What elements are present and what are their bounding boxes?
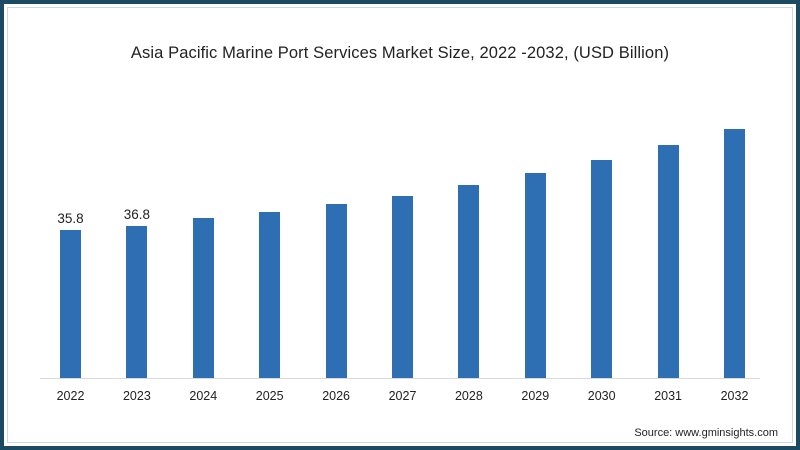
bar-2022 <box>60 230 81 378</box>
bar-2032 <box>724 128 745 378</box>
bar-2026 <box>325 204 347 378</box>
x-tick-2030: 2030 <box>587 389 616 403</box>
bar-2025 <box>259 211 281 378</box>
bar-2030 <box>591 159 613 378</box>
bar-2031 <box>657 145 679 378</box>
x-tick-2023: 2023 <box>122 389 151 403</box>
chart-title: Asia Pacific Marine Port Services Market… <box>130 44 670 62</box>
x-axis-line <box>40 378 760 379</box>
x-tick-2032: 2032 <box>720 389 749 403</box>
x-tick-2027: 2027 <box>388 389 417 403</box>
x-tick-2028: 2028 <box>454 389 483 403</box>
x-tick-2022: 2022 <box>56 389 85 403</box>
bar-2024 <box>192 218 214 378</box>
bar-2023 <box>126 226 148 378</box>
data-label-2022: 35.8 <box>57 211 84 227</box>
source-note: Source: www.gminsights.com <box>634 427 778 439</box>
x-tick-2031: 2031 <box>654 389 682 403</box>
bar-2029 <box>524 173 546 378</box>
data-label-2023: 36.8 <box>123 207 151 223</box>
x-tick-2029: 2029 <box>521 389 550 403</box>
x-tick-2025: 2025 <box>255 389 284 403</box>
bar-2027 <box>392 195 413 378</box>
x-tick-2024: 2024 <box>189 389 218 403</box>
x-tick-2026: 2026 <box>322 389 350 403</box>
bar-2028 <box>458 185 480 378</box>
